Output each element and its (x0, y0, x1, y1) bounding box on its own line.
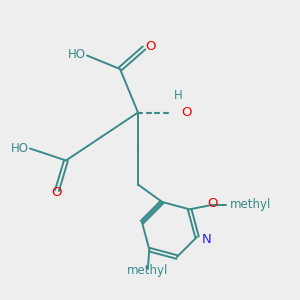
Text: H: H (174, 89, 183, 103)
Text: O: O (182, 106, 192, 119)
Text: O: O (146, 40, 156, 53)
Text: methyl: methyl (230, 198, 272, 211)
Text: methyl: methyl (127, 264, 169, 277)
Text: O: O (207, 197, 217, 210)
Text: HO: HO (68, 47, 85, 61)
Text: O: O (52, 185, 62, 199)
Text: N: N (202, 233, 211, 246)
Text: HO: HO (11, 142, 28, 155)
